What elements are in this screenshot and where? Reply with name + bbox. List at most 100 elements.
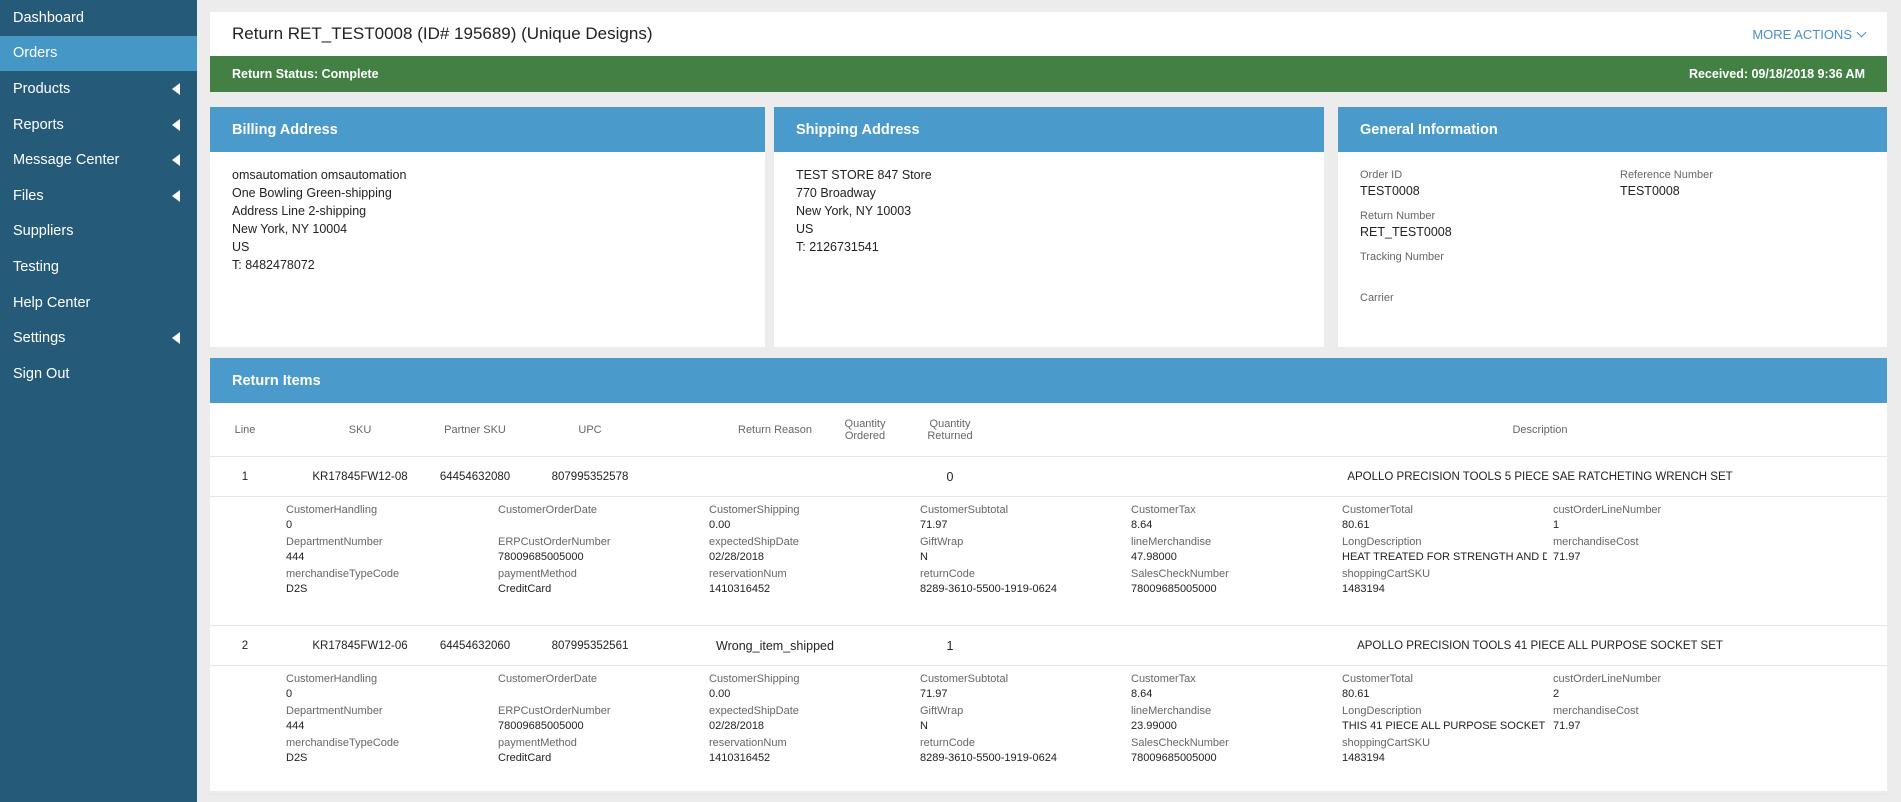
return-header: Return RET_TEST0008 (ID# 195689) (Unique…: [210, 12, 1887, 92]
detail-field: CustomerHandling 0: [286, 503, 491, 533]
column-header-text: Returned: [927, 430, 973, 442]
shipping-address-body: TEST STORE 847 Store 770 Broadway New Yo…: [774, 152, 1324, 270]
cell-line: 2: [241, 640, 249, 652]
detail-value: 47.98000: [1131, 551, 1177, 563]
column-header-upc: UPC: [578, 424, 602, 436]
detail-label: CustomerTotal: [1342, 504, 1413, 516]
detail-field: LongDescription HEAT TREATED FOR STRENGTH…: [1342, 535, 1547, 565]
more-actions-button[interactable]: MORE ACTIONS: [1752, 27, 1867, 42]
sidebar-item-dashboard[interactable]: Dashboard: [0, 0, 197, 36]
cell-sku: KR17845FW12-06: [312, 640, 408, 652]
detail-value: N: [920, 720, 928, 732]
column-header-description: Description: [1512, 424, 1568, 436]
sidebar-item-files[interactable]: Files: [0, 178, 197, 214]
detail-value: 0: [286, 519, 293, 531]
detail-field: shoppingCartSKU 1483194: [1342, 567, 1547, 597]
detail-field: DepartmentNumber 444: [286, 535, 491, 565]
detail-value: 78009685005000: [1131, 583, 1217, 595]
detail-field: returnCode 8289-3610-5500-1919-0624: [920, 567, 1125, 597]
sidebar-item-testing[interactable]: Testing: [0, 249, 197, 285]
detail-value: 1483194: [1342, 752, 1385, 764]
chevron-left-icon: [172, 332, 180, 345]
detail-value: 71.97: [920, 688, 948, 700]
detail-value: 444: [286, 551, 305, 563]
carrier-field: Carrier: [1360, 289, 1620, 330]
sidebar-item-label: Dashboard: [13, 9, 84, 26]
detail-label: paymentMethod: [498, 568, 577, 580]
return-status: Return Status: Complete: [232, 67, 379, 81]
detail-label: GiftWrap: [920, 536, 964, 548]
sidebar-item-suppliers[interactable]: Suppliers: [0, 214, 197, 250]
detail-value: 78009685005000: [1131, 752, 1217, 764]
detail-label: SalesCheckNumber: [1131, 737, 1229, 749]
detail-value: 8289-3610-5500-1919-0624: [920, 583, 1058, 595]
detail-value: 02/28/2018: [709, 720, 765, 732]
column-header-text: Quantity: [844, 418, 886, 430]
cell-quantity-ordered: [835, 626, 895, 666]
return-items-title: Return Items: [210, 358, 1887, 403]
sidebar-item-help-center[interactable]: Help Center: [0, 285, 197, 321]
sidebar-item-label: Settings: [13, 330, 66, 347]
column-header-sku: SKU: [348, 424, 372, 436]
detail-label: lineMerchandise: [1131, 705, 1212, 717]
detail-field: CustomerHandling 0: [286, 672, 491, 702]
detail-value: 71.97: [1553, 551, 1581, 563]
detail-value: 0: [286, 688, 293, 700]
detail-value: HEAT TREATED FOR STRENGTH AND DU: [1342, 551, 1547, 563]
detail-label: custOrderLineNumber: [1553, 504, 1662, 516]
detail-field: CustomerShipping 0.00: [709, 503, 914, 533]
detail-field: custOrderLineNumber 1: [1553, 503, 1758, 533]
detail-value: 80.61: [1342, 688, 1370, 700]
detail-field: GiftWrap N: [920, 704, 1125, 734]
general-information-title: General Information: [1338, 107, 1887, 152]
detail-value: 23.99000: [1131, 720, 1177, 732]
detail-value: 1410316452: [709, 752, 771, 764]
detail-label: LongDescription: [1342, 536, 1422, 548]
sidebar-item-label: Orders: [13, 45, 58, 62]
detail-field: reservationNum 1410316452: [709, 567, 914, 597]
detail-value: 80.61: [1342, 519, 1370, 531]
sidebar-item-sign-out[interactable]: Sign Out: [0, 356, 197, 392]
general-information-grid: Order ID TEST0008 Reference Number TEST0…: [1338, 152, 1887, 344]
reference-number-field: Reference Number TEST0008: [1620, 166, 1865, 207]
detail-field: CustomerOrderDate: [498, 503, 703, 517]
sidebar-item-orders[interactable]: Orders: [0, 35, 197, 72]
detail-value: 1483194: [1342, 583, 1385, 595]
detail-label: CustomerSubtotal: [920, 673, 1009, 685]
detail-label: merchandiseCost: [1553, 705, 1639, 717]
detail-label: reservationNum: [709, 737, 787, 749]
detail-value: 71.97: [1553, 720, 1581, 732]
detail-field: CustomerTotal 80.61: [1342, 503, 1547, 533]
detail-label: expectedShipDate: [709, 705, 799, 717]
detail-value: 8.64: [1131, 688, 1153, 700]
item-details: CustomerHandling 0 CustomerOrderDate Custom…: [210, 497, 1887, 626]
detail-label: CustomerOrderDate: [498, 504, 598, 516]
address-line: US: [232, 240, 250, 254]
detail-label: custOrderLineNumber: [1553, 673, 1662, 685]
sidebar-item-settings[interactable]: Settings: [0, 320, 197, 356]
cell-description: APOLLO PRECISION TOOLS 5 PIECE SAE RATCH…: [1347, 471, 1733, 483]
order-id-label: Order ID: [1360, 169, 1403, 181]
detail-field: lineMerchandise 47.98000: [1131, 535, 1336, 565]
detail-label: DepartmentNumber: [286, 536, 383, 548]
billing-address-title: Billing Address: [210, 107, 765, 152]
sidebar-item-label: Testing: [13, 258, 59, 275]
sidebar-item-message-center[interactable]: Message Center: [0, 142, 197, 178]
detail-value: 0.00: [709, 519, 731, 531]
tracking-number-field: Tracking Number: [1360, 248, 1620, 289]
cell-quantity-returned: 1: [946, 639, 954, 653]
return-number-field: Return Number RET_TEST0008: [1360, 207, 1620, 248]
order-id-value: TEST0008: [1360, 184, 1420, 198]
detail-value: D2S: [286, 752, 308, 764]
detail-label: shoppingCartSKU: [1342, 568, 1431, 580]
billing-address-card: Billing Address omsautomation omsautomat…: [210, 107, 765, 347]
detail-label: LongDescription: [1342, 705, 1422, 717]
cell-description: APOLLO PRECISION TOOLS 41 PIECE ALL PURP…: [1357, 640, 1723, 652]
column-header-partner-sku: Partner SKU: [444, 424, 506, 436]
return-items-card: Return Items Line SKU Partner SKU UPC Re…: [210, 358, 1887, 795]
sidebar-item-products[interactable]: Products: [0, 71, 197, 107]
detail-value: 2: [1553, 688, 1560, 700]
cell-quantity-returned: 0: [946, 470, 954, 484]
chevron-left-icon: [172, 189, 180, 202]
sidebar-item-reports[interactable]: Reports: [0, 107, 197, 143]
